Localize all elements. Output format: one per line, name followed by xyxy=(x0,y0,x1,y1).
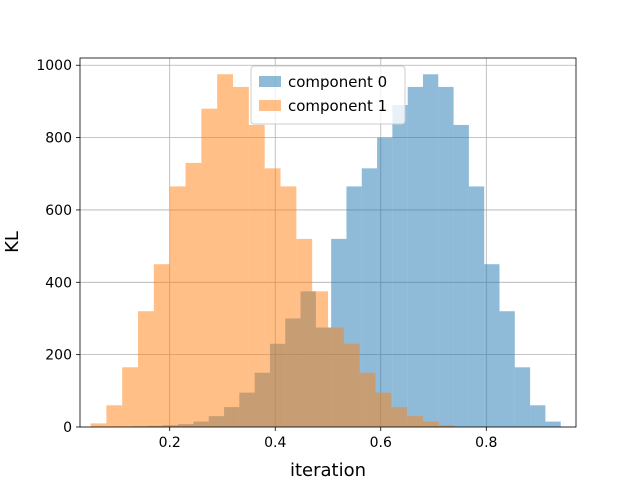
histogram-bar-series-1 xyxy=(264,168,281,427)
histogram-bar-series-0 xyxy=(392,105,408,427)
legend: component 0 component 1 xyxy=(250,65,406,125)
histogram-bar-series-1 xyxy=(422,421,439,427)
y-tick-label: 600 xyxy=(45,203,72,219)
y-tick-label: 800 xyxy=(45,131,72,147)
y-tick-label: 400 xyxy=(45,275,72,291)
histogram-bar-series-1 xyxy=(391,407,408,427)
histogram-bar-series-1 xyxy=(153,264,170,427)
x-axis-ticks: 0.2 0.4 0.6 0.8 xyxy=(159,427,497,451)
y-tick-label: 200 xyxy=(45,348,72,364)
histogram-bar-series-1 xyxy=(217,74,234,427)
histogram-bar-series-1 xyxy=(328,327,344,427)
histogram-bar-series-1 xyxy=(296,238,313,427)
histogram-bar-series-1 xyxy=(343,343,360,427)
histogram-bar-series-0 xyxy=(545,421,561,427)
histogram-bar-series-0 xyxy=(407,86,423,428)
plot-frame xyxy=(79,57,577,428)
legend-swatch xyxy=(259,76,281,87)
histogram-bar-series-0 xyxy=(377,137,393,427)
x-tick-label: 0.4 xyxy=(264,435,286,451)
legend-label: component 0 xyxy=(288,73,387,91)
histogram-bar-series-1 xyxy=(90,423,107,427)
histogram-bar-series-0 xyxy=(422,74,439,427)
histogram-bar-series-1 xyxy=(138,311,154,427)
histogram-bar-series-1 xyxy=(122,367,139,427)
x-tick-label: 0.6 xyxy=(370,435,392,451)
legend-label: component 1 xyxy=(288,97,387,115)
legend-box xyxy=(250,65,406,125)
y-axis-label: KL xyxy=(2,231,23,253)
histogram-bar-series-1 xyxy=(106,405,123,427)
x-tick-label: 0.2 xyxy=(159,435,181,451)
x-tick-label: 0.8 xyxy=(475,435,497,451)
histogram-bar-series-0 xyxy=(499,311,515,427)
histogram-bar-series-1 xyxy=(312,291,328,427)
y-axis-ticks: 0 200 400 600 800 1000 xyxy=(36,58,80,436)
histogram-bar-series-1 xyxy=(375,392,392,427)
histogram-bar-series-0 xyxy=(468,186,485,427)
y-tick-label: 0 xyxy=(63,420,72,436)
histogram-bar-series-1 xyxy=(201,108,218,427)
histogram-bar-series-0 xyxy=(438,86,454,428)
histogram-bar-series-1 xyxy=(185,162,202,428)
histogram-bar-series-1 xyxy=(169,186,186,427)
histogram-bar-series-1 xyxy=(438,425,455,427)
histogram-bar-series-0 xyxy=(484,264,500,427)
histogram-bar-series-0 xyxy=(361,168,378,427)
histogram-bar-series-1 xyxy=(233,86,249,428)
histogram-bar-series-1 xyxy=(248,124,265,428)
histogram-bars xyxy=(90,74,561,428)
histogram-bar-series-0 xyxy=(453,124,469,428)
y-tick-label: 1000 xyxy=(36,58,72,74)
x-axis-label: iteration xyxy=(290,460,366,480)
histogram-bar-series-1 xyxy=(407,416,423,427)
histogram-bar-series-1 xyxy=(359,372,376,427)
histogram-bar-series-0 xyxy=(514,367,531,427)
histogram-bar-series-1 xyxy=(280,186,297,427)
legend-swatch xyxy=(259,100,281,111)
histogram-bar-series-0 xyxy=(530,405,546,427)
